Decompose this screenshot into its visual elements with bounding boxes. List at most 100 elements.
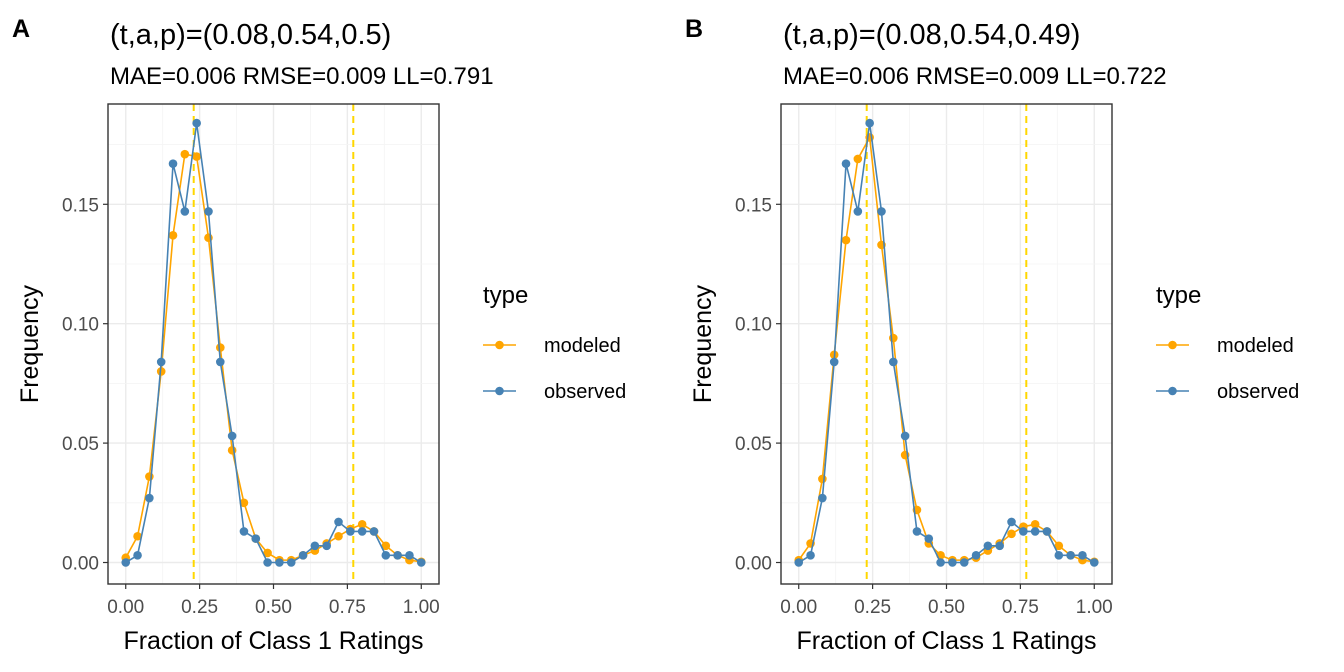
data-point-observed [227, 431, 237, 441]
legend-label: modeled [1217, 335, 1294, 357]
x-axis-title: Fraction of Class 1 Ratings [123, 627, 423, 655]
data-point-modeled [180, 149, 190, 159]
y-axis-title: Frequency [16, 284, 44, 403]
data-point-observed [239, 527, 249, 536]
data-point-modeled [168, 231, 178, 240]
y-tick-label: 0.05 [62, 434, 99, 455]
data-point-observed [251, 534, 261, 543]
legend: type modeled observed [1156, 282, 1299, 403]
data-point-observed [959, 558, 969, 567]
data-point-modeled [357, 519, 367, 529]
legend-label: observed [544, 381, 626, 403]
data-point-observed [263, 558, 272, 567]
data-point-modeled [1007, 529, 1016, 539]
data-point-modeled [156, 367, 166, 376]
data-point-observed [900, 431, 910, 441]
series-observed [794, 118, 1099, 567]
data-point-observed [346, 527, 355, 536]
data-point-modeled [889, 333, 898, 343]
data-point-observed [853, 207, 863, 216]
data-point-observed [133, 551, 142, 560]
data-point-observed [971, 551, 981, 560]
data-point-observed [865, 118, 874, 128]
data-point-modeled [227, 445, 237, 455]
y-tick-label: 0.15 [735, 195, 772, 216]
data-point-observed [912, 527, 922, 536]
x-tick-label: 0.50 [928, 597, 965, 618]
data-point-observed [995, 541, 1004, 551]
y-tick-label: 0.10 [62, 315, 99, 336]
data-point-observed [322, 541, 331, 551]
data-point-modeled [853, 154, 863, 164]
x-tick-label: 0.50 [255, 597, 292, 618]
data-point-observed [1078, 551, 1087, 560]
x-axis-title: Fraction of Class 1 Ratings [796, 627, 1096, 655]
legend-key-point [495, 386, 504, 396]
data-point-observed [168, 159, 178, 169]
data-point-modeled [1030, 519, 1040, 529]
x-tick-label: 0.00 [780, 597, 817, 618]
data-point-observed [416, 558, 426, 567]
legend-item-observed: observed [483, 381, 626, 403]
data-point-observed [1030, 527, 1040, 536]
y-tick-label: 0.05 [735, 434, 772, 455]
panel-label: A [12, 15, 30, 43]
data-point-observed [393, 551, 402, 560]
data-point-observed [1007, 517, 1016, 527]
y-tick-label: 0.15 [62, 195, 99, 216]
data-point-observed [286, 558, 296, 567]
data-point-observed [204, 207, 213, 216]
data-point-observed [357, 527, 367, 536]
data-point-observed [924, 534, 934, 543]
legend-key-point [495, 340, 504, 350]
data-point-observed [405, 551, 414, 560]
x-tick-label: 0.25 [181, 597, 218, 618]
x-tick-label: 1.00 [403, 597, 440, 618]
data-point-observed [275, 558, 284, 567]
data-point-modeled [1054, 541, 1064, 551]
legend-item-modeled: modeled [1156, 335, 1294, 357]
legend-title: type [1156, 282, 1201, 309]
data-point-modeled [216, 343, 225, 352]
data-point-observed [310, 541, 320, 551]
x-tick-label: 0.00 [107, 597, 144, 618]
panel-a: A (t,a,p)=(0.08,0.54,0.5) MAE=0.006 RMSE=0… [12, 15, 626, 655]
legend-item-modeled: modeled [483, 335, 621, 357]
data-point-modeled [133, 531, 142, 541]
data-point-observed [818, 493, 827, 503]
data-point-observed [216, 357, 225, 367]
data-point-modeled [239, 498, 249, 508]
data-point-observed [298, 551, 308, 560]
data-point-observed [936, 558, 945, 567]
data-point-observed [1066, 551, 1075, 560]
data-point-modeled [145, 472, 154, 481]
legend-item-observed: observed [1156, 381, 1299, 403]
data-point-observed [1089, 558, 1099, 567]
x-tick-label: 1.00 [1076, 597, 1113, 618]
data-point-observed [192, 118, 201, 128]
panel-label: B [685, 15, 703, 43]
y-tick-label: 0.00 [62, 554, 99, 575]
legend-title: type [483, 282, 528, 309]
y-axis-title: Frequency [689, 284, 717, 403]
legend-key-point [1168, 386, 1177, 396]
data-point-observed [1042, 527, 1052, 536]
data-point-observed [334, 517, 343, 527]
data-point-observed [145, 493, 154, 503]
data-point-observed [121, 558, 131, 567]
x-tick-label: 0.25 [854, 597, 891, 618]
data-point-observed [829, 357, 839, 367]
data-point-observed [983, 541, 993, 551]
data-point-observed [381, 551, 391, 560]
data-point-modeled [192, 152, 201, 161]
data-point-observed [889, 357, 898, 367]
data-point-modeled [334, 531, 343, 541]
panel-b: B (t,a,p)=(0.08,0.54,0.49) MAE=0.006 RMSE=… [685, 15, 1299, 655]
data-point-observed [794, 558, 804, 567]
data-point-modeled [841, 235, 851, 245]
legend: type modeled observed [483, 282, 626, 403]
chart-title: (t,a,p)=(0.08,0.54,0.5) [110, 19, 391, 51]
data-point-observed [877, 207, 886, 216]
data-point-modeled [263, 548, 272, 558]
